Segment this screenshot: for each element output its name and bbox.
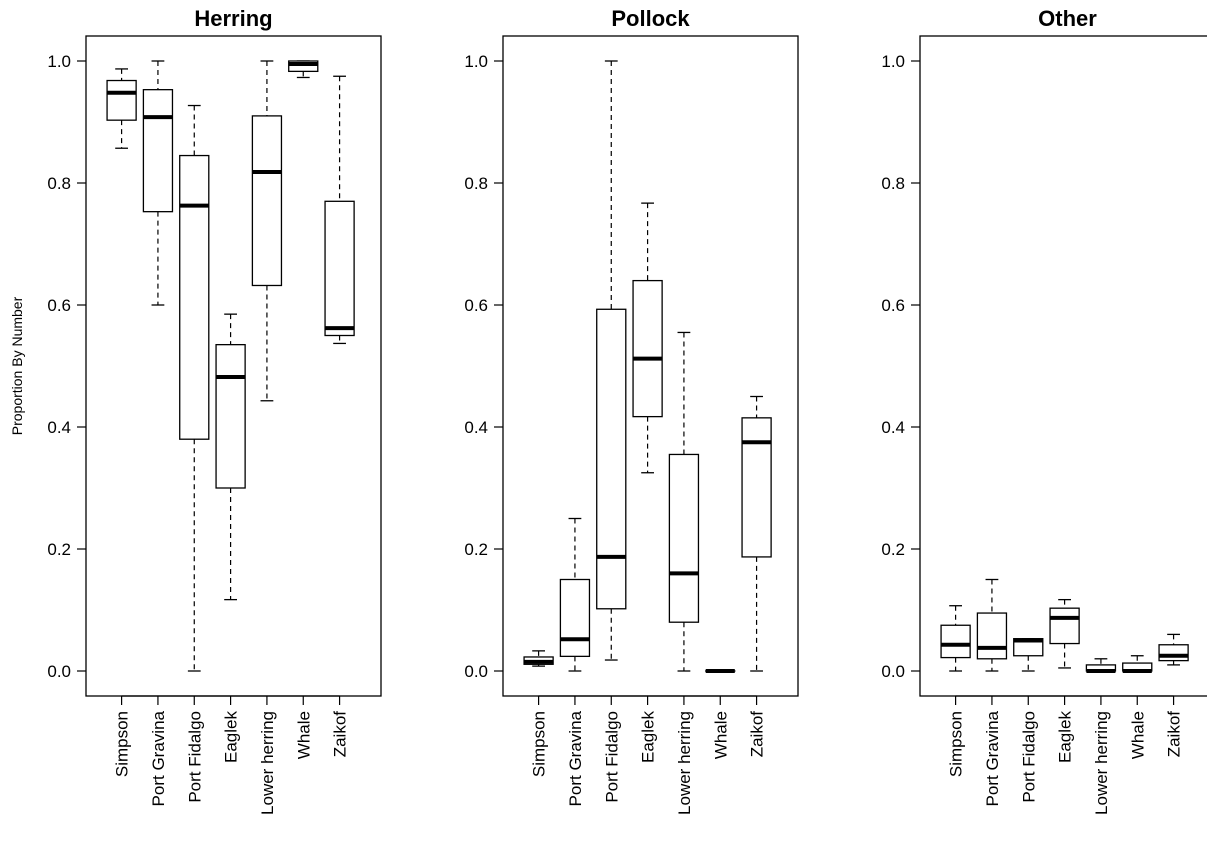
box-simpson <box>940 605 971 672</box>
panel-title: Herring <box>194 6 272 31</box>
iqr-box <box>288 60 319 73</box>
iqr-box <box>976 612 1008 660</box>
iqr-box <box>1049 607 1080 645</box>
iqr-box <box>559 578 591 658</box>
x-tick-label: Zaikof <box>748 711 767 758</box>
y-tick-label: 0.6 <box>464 296 488 315</box>
y-tick-label: 0.2 <box>464 540 488 559</box>
y-tick-label: 0.0 <box>47 662 71 681</box>
x-tick-label: Whale <box>711 711 730 759</box>
y-tick-label: 0.6 <box>47 296 71 315</box>
iqr-box <box>142 89 174 213</box>
y-tick-label: 1.0 <box>881 52 905 71</box>
box-port-fidalgo <box>179 104 210 672</box>
x-tick-label: Port Gravina <box>983 710 1002 806</box>
y-tick-label: 0.4 <box>47 418 71 437</box>
y-tick-label: 0.8 <box>881 174 905 193</box>
x-tick-label: Zaikof <box>331 711 350 758</box>
box-zaikof <box>324 75 355 345</box>
y-tick-label: 0.0 <box>464 662 488 681</box>
x-tick-label: Simpson <box>947 711 966 777</box>
panel-title: Other <box>1038 6 1097 31</box>
box-lower-herring <box>668 331 700 672</box>
box-whale <box>288 60 319 79</box>
y-axis-label: Proportion By Number <box>9 296 25 435</box>
y-tick-label: 0.4 <box>464 418 488 437</box>
x-tick-label: Lower herring <box>258 711 277 815</box>
x-tick-label: Port Gravina <box>149 710 168 806</box>
box-lower-herring <box>251 60 283 402</box>
box-port-fidalgo <box>596 60 627 661</box>
y-tick-label: 0.8 <box>464 174 488 193</box>
box-eaglek <box>632 202 663 474</box>
y-tick-label: 0.4 <box>881 418 905 437</box>
iqr-box <box>106 79 137 121</box>
iqr-box <box>1158 644 1189 662</box>
y-tick-label: 0.2 <box>47 540 71 559</box>
box-port-gravina <box>559 517 591 672</box>
panel-1: Pollock 0.0 0.2 0.4 0.6 0.8 1.0 Simpson Port Gra… <box>464 6 799 815</box>
x-tick-label: Port Gravina <box>566 710 585 806</box>
x-tick-label: Zaikof <box>1165 711 1184 758</box>
y-tick-label: 0.6 <box>881 296 905 315</box>
x-tick-label: Whale <box>1128 711 1147 759</box>
box-simpson <box>523 650 554 667</box>
box-port-gravina <box>142 60 174 306</box>
box-lower-herring <box>1085 658 1117 673</box>
box-eaglek <box>1049 598 1080 669</box>
iqr-box <box>632 279 663 418</box>
box-port-gravina <box>976 578 1008 672</box>
y-tick-label: 0.0 <box>881 662 905 681</box>
x-tick-label: Eaglek <box>639 711 658 763</box>
box-zaikof <box>741 395 772 672</box>
iqr-box <box>251 115 283 287</box>
iqr-box <box>215 343 246 489</box>
x-tick-label: Port Fidalgo <box>1019 711 1038 803</box>
x-tick-label: Port Fidalgo <box>185 711 204 803</box>
box-zaikof <box>1158 633 1189 666</box>
panel-2: Other 0.0 0.2 0.4 0.6 0.8 1.0 Simpson Port Gravi… <box>881 6 1207 815</box>
plot-frame <box>919 35 1207 697</box>
panel-title: Pollock <box>611 6 690 31</box>
box-simpson <box>106 68 137 149</box>
iqr-box <box>179 154 210 440</box>
y-tick-label: 0.8 <box>47 174 71 193</box>
box-port-fidalgo <box>1013 638 1044 672</box>
x-tick-label: Lower herring <box>1092 711 1111 815</box>
x-tick-label: Eaglek <box>222 711 241 763</box>
x-tick-label: Lower herring <box>675 711 694 815</box>
x-tick-label: Port Fidalgo <box>602 711 621 803</box>
iqr-box <box>324 200 355 337</box>
y-tick-label: 0.2 <box>881 540 905 559</box>
x-tick-label: Simpson <box>113 711 132 777</box>
panel-0: Herring 0.0 0.2 0.4 0.6 0.8 1.0 Proportion By N… <box>9 6 382 815</box>
x-tick-label: Simpson <box>530 711 549 777</box>
iqr-box <box>741 417 772 558</box>
iqr-box <box>596 308 627 610</box>
iqr-box <box>668 453 700 623</box>
y-tick-label: 1.0 <box>47 52 71 71</box>
box-whale <box>1122 655 1153 673</box>
box-eaglek <box>215 313 246 601</box>
x-tick-label: Whale <box>294 711 313 759</box>
y-tick-label: 1.0 <box>464 52 488 71</box>
x-tick-label: Eaglek <box>1056 711 1075 763</box>
iqr-box <box>940 624 971 659</box>
